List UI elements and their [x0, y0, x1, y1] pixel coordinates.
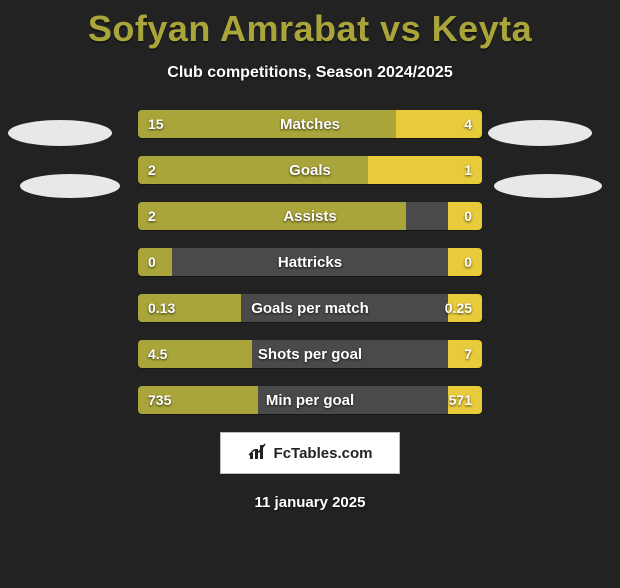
bar-right	[448, 340, 482, 368]
bar-right	[396, 110, 482, 138]
comparison-chart: 154Matches 21Goals 20Assists 00Hattricks 0.1…	[0, 110, 620, 414]
bar-right	[448, 294, 482, 322]
bar-right	[448, 386, 482, 414]
bar-left	[138, 294, 241, 322]
team-badge-placeholder	[20, 174, 120, 198]
team-badge-placeholder	[488, 120, 592, 146]
stat-label: Hattricks	[138, 248, 482, 276]
stat-row: 20Assists	[138, 202, 482, 230]
team-badge-placeholder	[494, 174, 602, 198]
bar-left	[138, 386, 258, 414]
stat-row: 735571Min per goal	[138, 386, 482, 414]
bar-right	[368, 156, 482, 184]
bar-left	[138, 156, 368, 184]
bar-left	[138, 202, 406, 230]
stat-row: 21Goals	[138, 156, 482, 184]
page-subtitle: Club competitions, Season 2024/2025	[0, 64, 620, 82]
chart-icon	[248, 441, 268, 466]
date-label: 11 january 2025	[0, 494, 620, 511]
stat-row: 4.57Shots per goal	[138, 340, 482, 368]
bar-right	[448, 202, 482, 230]
bar-left	[138, 248, 172, 276]
team-badge-placeholder	[8, 120, 112, 146]
page-title: Sofyan Amrabat vs Keyta	[0, 8, 620, 50]
bar-right	[448, 248, 482, 276]
bar-left	[138, 340, 252, 368]
stat-row: 00Hattricks	[138, 248, 482, 276]
bar-left	[138, 110, 396, 138]
stat-row: 0.130.25Goals per match	[138, 294, 482, 322]
attribution-box: FcTables.com	[220, 432, 400, 474]
attribution-text: FcTables.com	[274, 445, 373, 462]
stat-row: 154Matches	[138, 110, 482, 138]
